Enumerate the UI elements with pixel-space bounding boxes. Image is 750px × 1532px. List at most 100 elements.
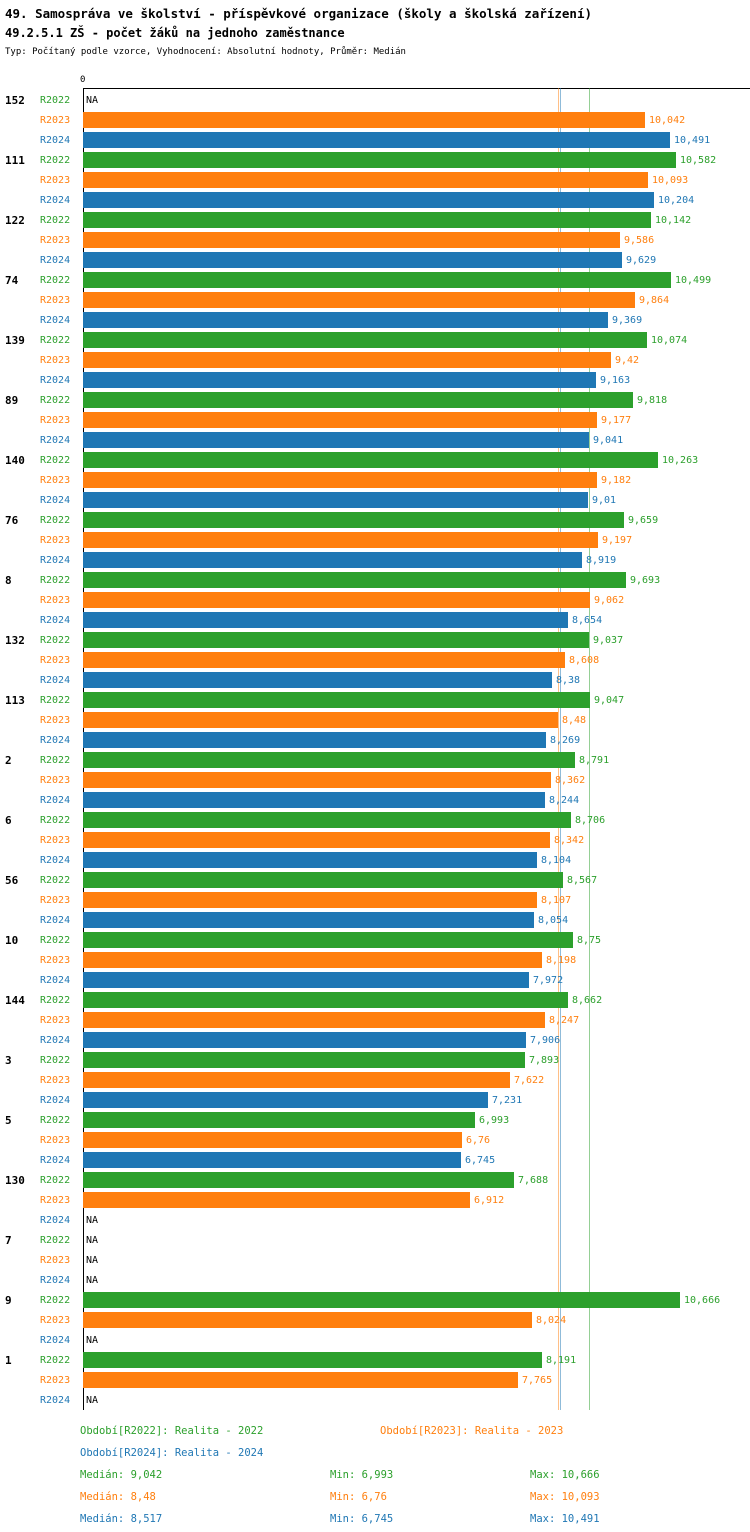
series-label: R2023 xyxy=(40,1014,71,1026)
series-label: R2022 xyxy=(40,1054,71,1066)
max-stat: Max: 10,666 xyxy=(530,1469,600,1481)
min-stat: Min: 6,76 xyxy=(330,1491,387,1503)
bar-area: 8,269 xyxy=(83,730,750,750)
series-label: R2024 xyxy=(40,554,71,566)
chart-row: R2023 10,093 xyxy=(0,170,750,190)
chart-subtitle: 49.2.5.1 ZŠ - počet žáků na jednoho zamě… xyxy=(5,26,345,40)
bar xyxy=(83,632,589,648)
chart-row: R2023 8,198 xyxy=(0,950,750,970)
bar xyxy=(83,1352,542,1368)
bar-area: NA xyxy=(83,1270,750,1290)
bar xyxy=(83,692,590,708)
bar-value: 8,706 xyxy=(575,814,606,826)
series-label: R2022 xyxy=(40,934,71,946)
na-label: NA xyxy=(86,1274,99,1286)
bar-area: 10,042 xyxy=(83,110,750,130)
bar-area: 9,693 xyxy=(83,570,750,590)
chart-row: 140 R2022 10,263 xyxy=(0,450,750,470)
chart-row: R2023 8,342 xyxy=(0,830,750,850)
bar-value: 8,608 xyxy=(569,654,600,666)
bar-value: 10,042 xyxy=(649,114,686,126)
chart-row: R2024 9,01 xyxy=(0,490,750,510)
series-label: R2023 xyxy=(40,954,71,966)
legend-period-label: Období[R2024]: Realita - 2024 xyxy=(80,1447,264,1459)
bar-value: 8,654 xyxy=(572,614,603,626)
bar-value: 9,01 xyxy=(592,494,617,506)
series-label: R2024 xyxy=(40,1394,71,1406)
series-label: R2023 xyxy=(40,1254,71,1266)
series-label: R2022 xyxy=(40,454,71,466)
group-label: 132 xyxy=(5,633,25,647)
series-label: R2022 xyxy=(40,1294,71,1306)
bar-value: 8,191 xyxy=(546,1354,577,1366)
chart-row: 3 R2022 7,893 xyxy=(0,1050,750,1070)
series-label: R2023 xyxy=(40,354,71,366)
chart-row: 74 R2022 10,499 xyxy=(0,270,750,290)
bar-value: 10,263 xyxy=(662,454,699,466)
chart-row: R2024 NA xyxy=(0,1270,750,1290)
bar xyxy=(83,272,671,288)
max-stat: Max: 10,093 xyxy=(530,1491,600,1503)
series-label: R2024 xyxy=(40,314,71,326)
bar-area: 10,074 xyxy=(83,330,750,350)
chart-row: R2024 6,745 xyxy=(0,1150,750,1170)
bar-area: 9,197 xyxy=(83,530,750,550)
bar xyxy=(83,792,545,808)
series-label: R2023 xyxy=(40,654,71,666)
bar-value: 9,047 xyxy=(594,694,625,706)
bar-value: 8,342 xyxy=(554,834,585,846)
bar xyxy=(83,712,558,728)
series-label: R2023 xyxy=(40,234,71,246)
group-label: 2 xyxy=(5,753,12,767)
bar-area: 6,76 xyxy=(83,1130,750,1150)
group-label: 152 xyxy=(5,93,25,107)
bar-area: 8,342 xyxy=(83,830,750,850)
chart-row: R2024 9,041 xyxy=(0,430,750,450)
group-label: 89 xyxy=(5,393,19,407)
bar-value: 10,093 xyxy=(652,174,689,186)
na-label: NA xyxy=(86,1234,99,1246)
bar-area: 6,993 xyxy=(83,1110,750,1130)
chart-row: R2023 9,197 xyxy=(0,530,750,550)
na-label: NA xyxy=(86,1394,99,1406)
series-label: R2023 xyxy=(40,294,71,306)
bar xyxy=(83,212,651,228)
bar xyxy=(83,992,568,1008)
min-stat: Min: 6,745 xyxy=(330,1513,394,1525)
bar-area: 8,024 xyxy=(83,1310,750,1330)
median-line-r2022 xyxy=(589,88,590,1410)
chart-row: R2024 8,054 xyxy=(0,910,750,930)
bar-value: 6,993 xyxy=(479,1114,510,1126)
series-label: R2023 xyxy=(40,1194,71,1206)
na-label: NA xyxy=(86,1254,99,1266)
bar-value: 9,182 xyxy=(601,474,632,486)
max-stat: Max: 10,491 xyxy=(530,1513,600,1525)
bar xyxy=(83,552,582,568)
median-line-r2024 xyxy=(560,88,561,1410)
bar xyxy=(83,472,597,488)
median-line-r2023 xyxy=(558,88,559,1410)
bar xyxy=(83,312,608,328)
bar xyxy=(83,1072,510,1088)
na-label: NA xyxy=(86,1334,99,1346)
bar-area: NA xyxy=(83,1230,750,1250)
series-label: R2024 xyxy=(40,1154,71,1166)
legend-period-row: Období[R2022]: Realita - 2022 Období[R202… xyxy=(0,1422,750,1444)
bar-chart: 0 152 R2022 NA R2023 10,042 R2024 10,491 111 R20… xyxy=(0,75,750,1410)
group-label: 8 xyxy=(5,573,12,587)
bar-value: 10,499 xyxy=(675,274,712,286)
bar xyxy=(83,1032,526,1048)
chart-row: R2023 8,362 xyxy=(0,770,750,790)
bar-value: 7,231 xyxy=(492,1094,523,1106)
na-label: NA xyxy=(86,94,99,106)
bar xyxy=(83,512,624,528)
bar-area: 9,586 xyxy=(83,230,750,250)
series-label: R2022 xyxy=(40,1174,71,1186)
bar-value: 6,745 xyxy=(465,1154,496,1166)
bar-area: 10,491 xyxy=(83,130,750,150)
bar-value: 9,197 xyxy=(602,534,633,546)
bar xyxy=(83,812,571,828)
bar-value: 8,362 xyxy=(555,774,586,786)
bar-area: 8,198 xyxy=(83,950,750,970)
bar-area: 10,666 xyxy=(83,1290,750,1310)
